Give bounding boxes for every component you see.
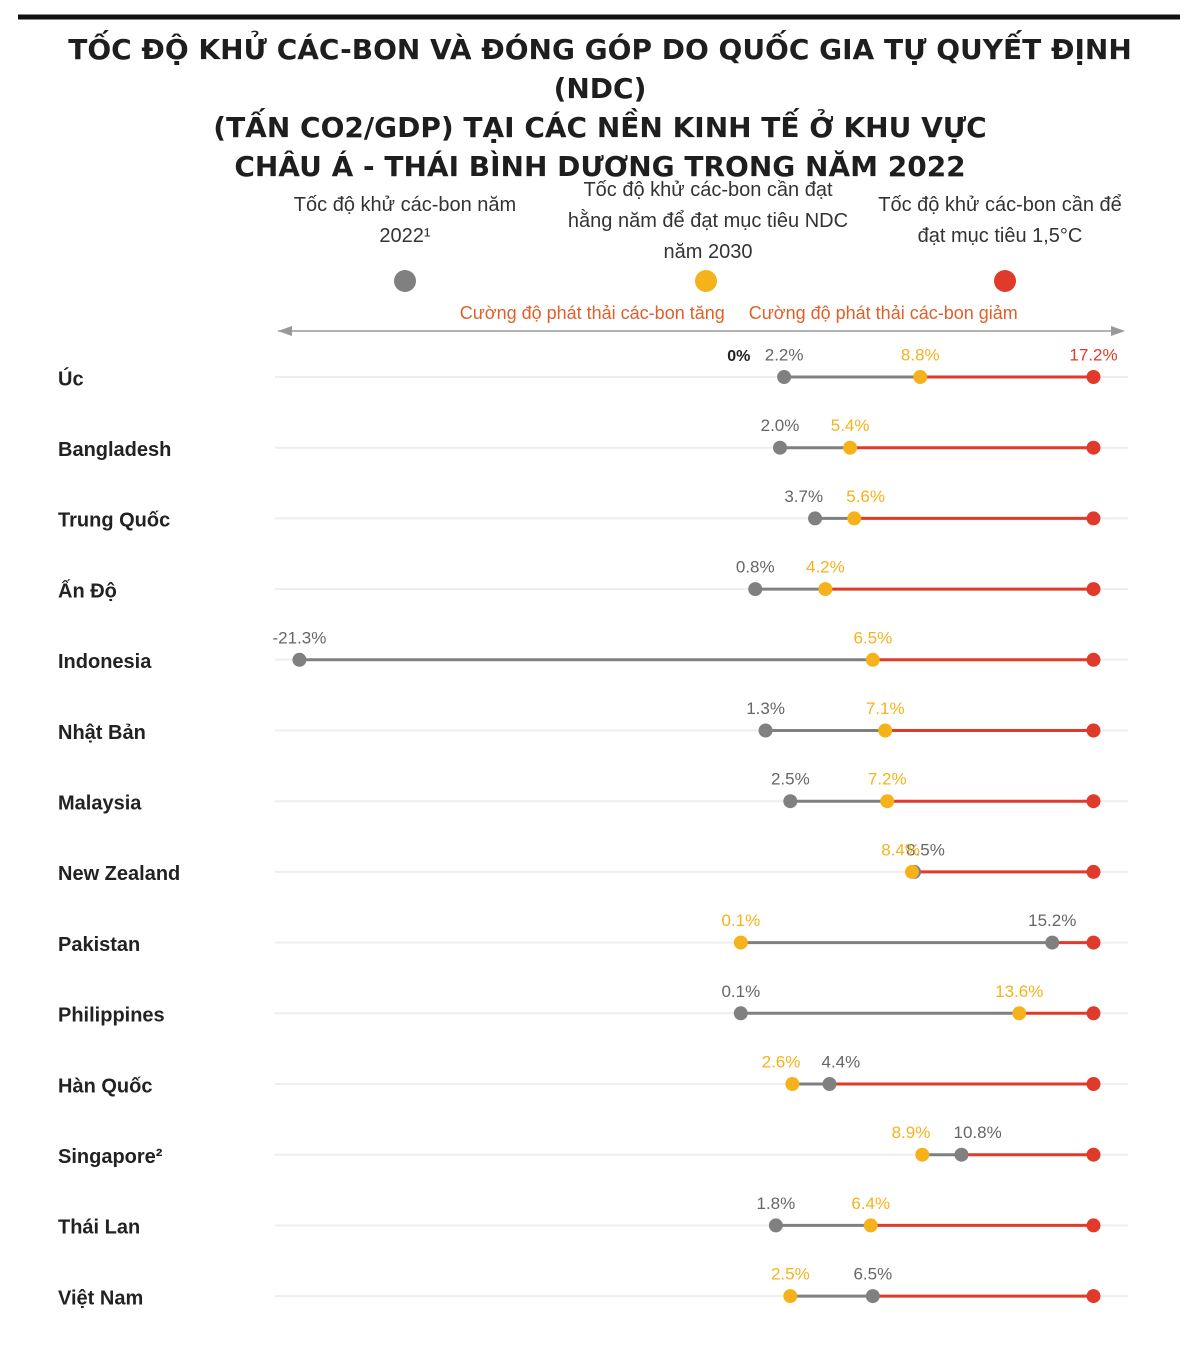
value-label: 7.2%	[868, 770, 907, 789]
dot	[913, 370, 928, 384]
category-label: Hàn Quốc	[58, 1075, 152, 1097]
dot	[1086, 582, 1101, 597]
value-label: 8.4%	[881, 840, 920, 859]
value-label: 0.1%	[721, 982, 760, 1001]
dot	[733, 1006, 748, 1021]
category-label: Úc	[58, 366, 84, 390]
value-label: 0.1%	[721, 911, 760, 930]
dot	[1086, 1289, 1101, 1304]
category-label: Trung Quốc	[58, 510, 170, 532]
value-label: 15.2%	[1028, 911, 1076, 930]
dot	[1086, 1218, 1101, 1233]
value-label: 17.2%	[1069, 345, 1117, 364]
value-label: 6.4%	[851, 1194, 890, 1213]
value-label: 2.5%	[771, 1265, 810, 1284]
dot	[1086, 1147, 1101, 1162]
value-label: 8.8%	[901, 345, 940, 364]
dot	[863, 1218, 878, 1233]
value-label: -21.3%	[273, 628, 327, 647]
dot	[843, 440, 858, 455]
value-label: 4.4%	[822, 1052, 861, 1071]
dot	[1086, 794, 1101, 809]
category-label: Indonesia	[58, 651, 152, 673]
value-label: 1.3%	[746, 699, 785, 718]
axis-arrow	[1111, 326, 1125, 336]
category-label: Philippines	[58, 1005, 165, 1027]
legend-label: Tốc độ khử các-bon cần đạt hằng năm để đ…	[567, 179, 849, 263]
category-label: New Zealand	[58, 863, 180, 885]
dot	[1086, 1077, 1101, 1091]
dot	[822, 1077, 837, 1091]
category-label: Ấn Độ	[58, 579, 117, 602]
category-label: Malaysia	[58, 792, 142, 814]
dot	[777, 370, 792, 384]
dot	[733, 935, 748, 950]
value-label: 2.5%	[771, 770, 810, 789]
legend-marker	[394, 270, 416, 292]
dot	[954, 1147, 969, 1162]
dot	[905, 864, 919, 879]
dot	[748, 582, 763, 597]
category-label: Singapore²	[58, 1146, 163, 1168]
dot	[1012, 1006, 1027, 1021]
legend-label: Tốc độ khử các-bon cần để đạt mục tiêu 1…	[878, 194, 1122, 247]
dot	[808, 511, 823, 526]
dot	[1086, 864, 1101, 879]
dot	[847, 511, 862, 526]
dot	[785, 1077, 800, 1091]
value-label: 6.5%	[853, 1265, 892, 1284]
value-label: 1.8%	[757, 1194, 796, 1213]
dot	[818, 582, 833, 597]
x-tick-label: 0%	[727, 348, 750, 365]
value-label: 0.8%	[736, 558, 775, 577]
dot	[865, 652, 880, 667]
category-label: Bangladesh	[58, 439, 171, 461]
value-label: 2.6%	[762, 1052, 801, 1071]
dot	[1086, 1006, 1101, 1021]
value-label: 13.6%	[995, 982, 1043, 1001]
dot	[1086, 370, 1101, 384]
dot	[880, 794, 895, 809]
legend-marker	[994, 270, 1016, 292]
value-label: 5.4%	[831, 416, 870, 435]
value-label: 10.8%	[954, 1123, 1002, 1142]
value-label: 2.0%	[761, 416, 800, 435]
category-label: Thái Lan	[58, 1217, 140, 1239]
dot	[1086, 935, 1101, 950]
value-label: 8.9%	[892, 1123, 931, 1142]
dot	[1045, 935, 1060, 950]
dot	[1086, 723, 1101, 738]
category-label: Nhật Bản	[58, 722, 146, 744]
legend-marker	[695, 270, 717, 292]
value-label: 6.5%	[853, 628, 892, 647]
dot	[768, 1218, 783, 1233]
dot	[1086, 652, 1101, 667]
dot	[758, 723, 773, 738]
value-label: 8.5%	[906, 840, 945, 859]
dot	[292, 652, 307, 667]
dot	[1086, 511, 1101, 526]
dot	[878, 723, 893, 738]
annotation: Cường độ phát thải các-bon tăng	[460, 303, 725, 323]
axis-arrow	[278, 326, 292, 336]
category-label: Việt Nam	[58, 1287, 143, 1309]
category-label: Pakistan	[58, 934, 140, 956]
dot	[865, 1289, 880, 1304]
value-label: 7.1%	[866, 699, 905, 718]
chart-title: TỐC ĐỘ KHỬ CÁC-BON VÀ ĐÓNG GÓP DO QUỐC G…	[68, 33, 1132, 183]
value-label: 5.6%	[846, 487, 885, 506]
dot	[783, 794, 798, 809]
legend-label: Tốc độ khử các-bon năm 2022¹	[293, 194, 517, 247]
value-label: 4.2%	[806, 558, 845, 577]
annotation: Cường độ phát thải các-bon giảm	[749, 303, 1018, 323]
dot	[773, 440, 787, 455]
dot	[1086, 440, 1101, 455]
dot	[915, 1147, 930, 1162]
value-label: 3.7%	[784, 487, 823, 506]
dot	[783, 1289, 798, 1304]
value-label: 2.2%	[765, 345, 804, 364]
